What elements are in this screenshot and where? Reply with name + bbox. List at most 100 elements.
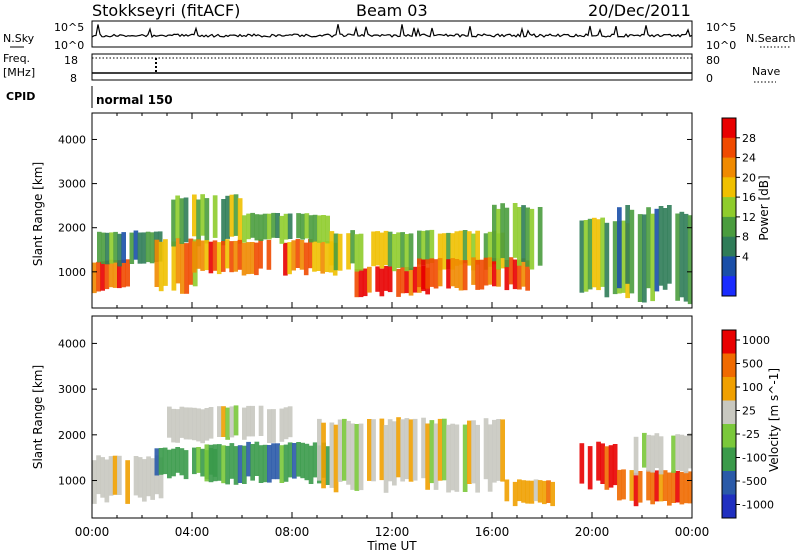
data-cell	[383, 425, 389, 493]
data-cell	[642, 432, 647, 468]
data-cell	[192, 194, 197, 237]
data-cell	[108, 456, 114, 496]
data-cell	[679, 434, 685, 472]
data-cell	[175, 195, 180, 239]
data-cell	[396, 232, 401, 268]
data-cell	[467, 231, 472, 266]
data-cell	[471, 233, 476, 271]
data-cell	[487, 424, 493, 492]
data-cell	[354, 269, 360, 298]
data-cell	[687, 215, 693, 305]
data-cell	[262, 444, 268, 483]
data-cell	[600, 443, 605, 484]
data-cell	[417, 230, 422, 265]
data-cell	[92, 262, 97, 294]
data-cell	[225, 407, 230, 440]
data-cell	[612, 221, 618, 295]
data-cell	[109, 232, 114, 264]
data-cell	[192, 447, 197, 475]
data-cell	[400, 267, 405, 294]
data-cell	[671, 471, 676, 503]
data-cell	[521, 480, 526, 503]
data-cell	[525, 480, 530, 504]
data-cell	[308, 215, 314, 243]
data-cell	[479, 259, 485, 290]
data-cell	[687, 433, 693, 469]
data-cell	[187, 407, 193, 440]
data-cell	[112, 455, 118, 495]
y-tick-label: 1000	[58, 475, 86, 488]
data-cell	[154, 239, 160, 287]
data-cell	[675, 470, 680, 503]
data-cell	[196, 408, 201, 442]
data-cell	[667, 472, 672, 506]
data-cell	[512, 259, 518, 290]
data-cell	[133, 230, 139, 260]
data-cell	[408, 233, 414, 270]
data-cell	[212, 195, 218, 238]
data-cell	[404, 234, 410, 272]
data-cell	[437, 418, 443, 481]
data-cell	[521, 258, 526, 287]
data-cell	[358, 233, 364, 271]
data-cell	[158, 457, 164, 499]
data-cell	[458, 260, 464, 291]
data-cell	[392, 421, 397, 486]
data-cell	[608, 445, 614, 488]
data-cell	[354, 234, 360, 272]
data-cell	[654, 208, 660, 292]
power-data	[92, 194, 693, 305]
data-cell	[387, 231, 393, 267]
data-cell	[154, 448, 160, 476]
data-cell	[525, 207, 530, 267]
data-cell	[217, 406, 222, 437]
data-cell	[312, 240, 317, 272]
data-cell	[325, 446, 330, 485]
colorbar-cell	[722, 377, 736, 401]
data-cell	[375, 231, 380, 266]
y-tick-label: 3000	[58, 178, 86, 191]
data-cell	[671, 435, 676, 473]
velocity-colorbar-label: Velocity [m s^-1]	[767, 368, 781, 472]
data-cell	[375, 266, 380, 292]
data-cell	[450, 233, 455, 270]
data-cell	[212, 240, 218, 271]
data-cell	[587, 446, 593, 490]
data-cell	[271, 212, 276, 238]
data-cell	[429, 258, 435, 287]
data-cell	[533, 479, 539, 502]
x-axis-label: Time UT	[366, 539, 417, 553]
freq-tick-right-top: 80	[706, 54, 720, 67]
data-cell	[383, 265, 389, 291]
data-cell	[650, 435, 655, 473]
data-cell	[125, 259, 130, 287]
data-cell	[454, 231, 460, 266]
data-cell	[450, 423, 455, 491]
data-cell	[312, 214, 318, 242]
data-cell	[216, 242, 222, 275]
data-cell	[117, 455, 122, 495]
data-cell	[287, 406, 293, 438]
cpid-strip: CPID normal 150	[6, 86, 173, 108]
colorbar-cell	[722, 447, 736, 472]
data-cell	[517, 259, 522, 290]
data-cell	[454, 424, 460, 492]
data-cell	[437, 258, 443, 287]
data-cell	[462, 424, 468, 492]
data-cell	[267, 409, 272, 443]
data-cell	[279, 445, 285, 483]
data-cell	[300, 442, 305, 479]
data-cell	[621, 220, 626, 293]
data-cell	[496, 208, 501, 270]
data-cell	[267, 445, 272, 483]
date-title: 20/Dec/2011	[588, 1, 691, 20]
data-cell	[101, 232, 106, 264]
data-cell	[546, 480, 551, 503]
data-cell	[333, 424, 339, 493]
data-cell	[658, 436, 664, 475]
data-cell	[512, 481, 518, 507]
y-tick-label: 2000	[58, 429, 86, 442]
data-cell	[317, 418, 322, 481]
data-cell	[200, 240, 205, 271]
data-cell	[312, 442, 318, 478]
